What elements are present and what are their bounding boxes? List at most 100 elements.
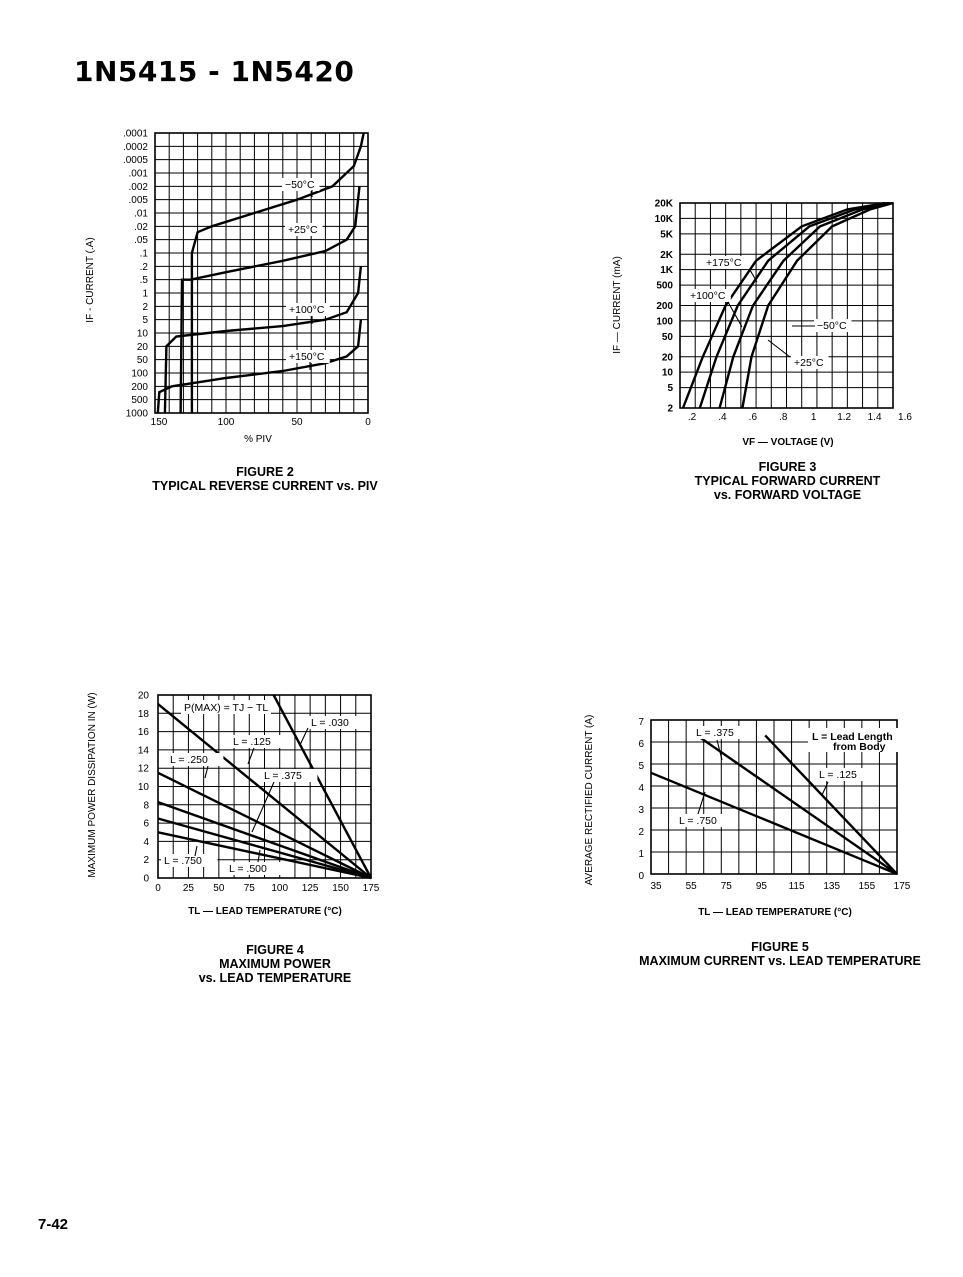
y-tick-label: 4 xyxy=(638,783,644,794)
line-L = .750 xyxy=(650,771,898,876)
y-tick-label: 5K xyxy=(660,229,674,240)
series-label-bg xyxy=(261,769,318,782)
y-axis-label: IF - CURRENT (.A) xyxy=(85,237,96,322)
x-tick-label: 50 xyxy=(213,883,225,894)
y-tick-label: .02 xyxy=(134,222,148,233)
figure-3-grid xyxy=(679,202,894,409)
y-tick-label: 1 xyxy=(638,849,644,860)
line-L = .250 xyxy=(157,771,372,880)
y-tick-label: 1 xyxy=(142,289,148,300)
series-label-bg xyxy=(161,854,218,867)
y-tick-label: 5 xyxy=(638,761,644,772)
lead-length-note: L = Lead Length xyxy=(812,731,893,743)
x-tick-label: 75 xyxy=(721,881,733,892)
series-label-bg xyxy=(693,726,750,739)
figure-4-title-line: MAXIMUM POWER xyxy=(219,957,331,971)
figure-5-frame xyxy=(650,719,898,875)
series-label: L = .250 xyxy=(170,754,208,766)
x-tick-label: 175 xyxy=(363,883,380,894)
figure-4-number: FIGURE 4 xyxy=(246,943,304,957)
y-tick-label: 2 xyxy=(667,404,673,415)
series-label: L = .750 xyxy=(679,815,717,827)
series-label: L = .030 xyxy=(311,717,349,729)
y-tick-label: .2 xyxy=(140,262,149,273)
y-tick-label: .001 xyxy=(129,169,149,180)
x-tick-label: 55 xyxy=(686,881,698,892)
x-tick-label: 155 xyxy=(859,881,876,892)
figure-3-number: FIGURE 3 xyxy=(758,460,817,474)
y-tick-label: 20 xyxy=(662,352,674,363)
figure-5-caption: FIGURE 5 MAXIMUM CURRENT vs. LEAD TEMPER… xyxy=(630,940,930,968)
y-tick-label: 100 xyxy=(656,316,673,327)
y-tick-label: 500 xyxy=(131,395,148,406)
series-label-bg xyxy=(816,768,873,781)
figure-2-title-line: TYPICAL REVERSE CURRENT vs. PIV xyxy=(152,479,378,493)
series-label-bg xyxy=(791,356,829,369)
x-tick-label: 1.4 xyxy=(868,412,882,423)
y-tick-label: 0 xyxy=(143,874,149,885)
y-tick-label: 6 xyxy=(143,819,149,830)
curve-+25°C xyxy=(179,186,361,414)
x-tick-label: 1.2 xyxy=(837,412,851,423)
y-tick-label: 7 xyxy=(638,717,644,728)
series-label-bg xyxy=(167,753,224,766)
page-number: 7-42 xyxy=(38,1216,69,1233)
document-title: 1N5415 - 1N5420 xyxy=(74,55,355,88)
y-tick-label: 10K xyxy=(655,214,674,225)
line-L = .030 xyxy=(272,694,373,879)
y-tick-label: .002 xyxy=(129,182,149,193)
y-tick-label: 200 xyxy=(656,301,673,312)
figure-2-number: FIGURE 2 xyxy=(236,465,294,479)
y-tick-label: 16 xyxy=(138,727,150,738)
x-axis-label: % PIV xyxy=(244,434,272,445)
leader-line xyxy=(204,765,209,779)
series-label: −50°C xyxy=(285,179,315,191)
y-tick-label: 10 xyxy=(137,329,149,340)
x-tick-label: 35 xyxy=(650,881,662,892)
figure-3-caption: FIGURE 3 TYPICAL FORWARD CURRENT vs. FOR… xyxy=(660,460,915,502)
series-label: +25°C xyxy=(794,357,824,369)
series-label-bg xyxy=(286,350,330,363)
curve-+175°C xyxy=(681,201,886,409)
y-tick-label: 20 xyxy=(137,342,149,353)
series-label: L = .750 xyxy=(164,855,202,867)
leader-line xyxy=(251,781,275,833)
curve-+100°C xyxy=(698,201,889,409)
series-label: L = .375 xyxy=(696,727,734,739)
annotation-bg xyxy=(181,700,271,714)
series-label-bg xyxy=(230,735,287,748)
figure-4-frame xyxy=(157,694,372,879)
line-L = .375 xyxy=(699,736,898,875)
y-tick-label: 2K xyxy=(660,250,674,261)
leader-line xyxy=(749,269,758,283)
y-tick-label: 1000 xyxy=(126,409,149,420)
leader-line xyxy=(257,849,261,863)
x-tick-label: 100 xyxy=(218,417,235,428)
y-tick-label: 500 xyxy=(656,281,673,292)
line-L = .750 xyxy=(157,831,372,880)
curve-+25°C xyxy=(718,201,891,409)
series-label-bg xyxy=(286,303,330,316)
x-tick-label: .4 xyxy=(718,412,727,423)
series-label: L = .125 xyxy=(233,736,271,748)
x-tick-label: 150 xyxy=(151,417,168,428)
figure-2-chart: .0001 .0002 .0005 .001 .002 .005 .01 .02 .05 .1 .2… xyxy=(85,129,371,446)
figure-2-grid xyxy=(154,132,369,414)
curve--50°C xyxy=(190,132,365,413)
series-label: +100°C xyxy=(289,304,325,316)
leader-line xyxy=(767,339,791,358)
y-tick-label: .0001 xyxy=(123,129,148,140)
y-tick-label: 2 xyxy=(638,827,644,838)
y-tick-label: 6 xyxy=(638,739,644,750)
series-label: +175°C xyxy=(706,257,742,269)
y-tick-label: .0002 xyxy=(123,142,148,153)
leader-line xyxy=(821,781,829,796)
legend-note-bg xyxy=(808,728,900,752)
x-tick-label: 0 xyxy=(155,883,161,894)
series-label-bg xyxy=(687,289,731,302)
series-label-bg xyxy=(226,862,283,875)
x-tick-label: 175 xyxy=(894,881,911,892)
figure-4-title-line: vs. LEAD TEMPERATURE xyxy=(198,971,352,985)
x-axis-label: TL — LEAD TEMPERATURE (°C) xyxy=(188,906,342,917)
